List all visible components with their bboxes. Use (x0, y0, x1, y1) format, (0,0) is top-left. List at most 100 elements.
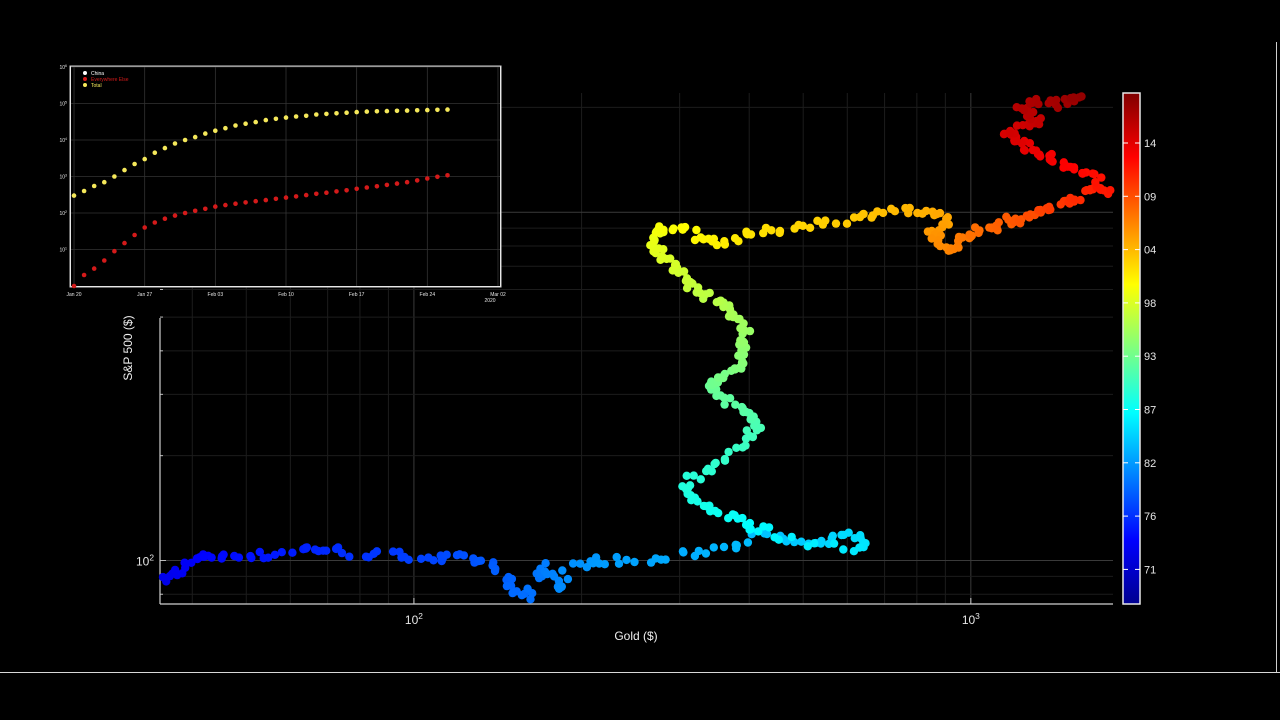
inset-data-point (435, 107, 440, 113)
inset-data-point (192, 208, 198, 214)
data-point (828, 531, 837, 540)
inset-data-point (293, 114, 299, 119)
inset-data-point (303, 192, 309, 198)
data-point (589, 559, 598, 568)
inset-data-point (394, 108, 400, 114)
data-point (1025, 110, 1034, 120)
inset-data-point (303, 113, 309, 119)
inset-data-point (81, 272, 87, 278)
data-point (743, 538, 753, 547)
data-point (842, 219, 852, 228)
colorbar-label: 76 (1144, 511, 1156, 523)
inset-data-point (314, 112, 319, 117)
inset-data-point (122, 240, 127, 246)
data-point (805, 223, 815, 232)
data-point (742, 426, 751, 435)
data-point (1069, 93, 1078, 102)
data-point (541, 559, 550, 568)
data-point (452, 551, 462, 560)
data-point (732, 443, 741, 452)
colorbar: 14 09 04 98 93 87 82 76 71 (1122, 92, 1156, 605)
inset-data-point (91, 266, 97, 271)
inset-data-point (324, 190, 329, 195)
colorbar-label: 93 (1144, 351, 1156, 363)
inset-data-point (324, 111, 329, 117)
data-point (1077, 92, 1086, 101)
colorbar-label: 04 (1144, 245, 1156, 257)
data-point (701, 549, 711, 558)
data-point (1036, 205, 1045, 215)
data-point (712, 391, 721, 401)
inset-data-point (414, 178, 420, 183)
data-point (767, 226, 776, 235)
inset-data-point (112, 248, 117, 254)
data-point (331, 544, 341, 554)
inset-x-year-label: 2020 (484, 298, 495, 304)
colorbar-label: 82 (1144, 458, 1156, 470)
data-point (720, 237, 729, 246)
inset-x-tick-label: Feb 03 (208, 292, 224, 298)
inset-data-point (182, 210, 188, 216)
inset-data-point (314, 191, 319, 197)
inset-data-point (384, 182, 390, 188)
data-point (657, 252, 667, 261)
inset-data-point (142, 156, 147, 162)
inset-data-point (243, 121, 248, 126)
inset-data-point (142, 225, 147, 230)
data-point (731, 400, 740, 409)
data-point (756, 423, 766, 433)
data-point (668, 225, 677, 235)
inset-data-point (334, 189, 339, 194)
data-point (736, 336, 745, 345)
inset-data-point (112, 174, 117, 179)
data-point (322, 546, 331, 555)
data-point (1022, 211, 1031, 220)
colorbar-label: 71 (1144, 564, 1156, 576)
inset-data-point (213, 204, 218, 209)
data-point (158, 572, 168, 582)
inset-data-point (293, 194, 299, 199)
data-point (890, 207, 900, 216)
data-point (217, 554, 226, 563)
data-point (1017, 104, 1026, 113)
data-point (1091, 177, 1100, 187)
inset-data-point (374, 184, 380, 189)
inset-data-point (203, 131, 208, 136)
data-point (459, 551, 469, 560)
inset-data-point (213, 128, 218, 133)
data-point (1078, 168, 1087, 178)
inset-data-point (81, 188, 87, 194)
data-point (719, 373, 728, 383)
data-point (1066, 162, 1075, 172)
inset-data-point (263, 117, 269, 123)
data-point (622, 555, 631, 565)
inset-data-point (253, 119, 258, 125)
data-point (831, 219, 841, 228)
inset-data-point (223, 125, 228, 131)
data-point (719, 542, 729, 552)
data-point (1053, 103, 1063, 113)
inset-data-point (192, 134, 198, 140)
data-point (404, 555, 413, 564)
x-tick-label: 103 (962, 611, 980, 627)
data-point (508, 588, 517, 598)
y-axis-title: S&P 500 ($) (121, 315, 135, 380)
inset-legend-marker (83, 83, 87, 87)
inset-data-point (273, 116, 279, 122)
inset-data-point (344, 188, 349, 193)
data-point (994, 218, 1003, 227)
data-point (682, 471, 691, 480)
inset-data-point (354, 186, 360, 192)
inset-data-point (162, 145, 168, 151)
data-point (661, 555, 670, 564)
data-point (904, 209, 913, 218)
data-point (692, 225, 701, 235)
data-point (696, 475, 705, 484)
data-point (1052, 95, 1061, 105)
main-tick-labels: 102 103 102 (136, 553, 980, 627)
data-point (719, 393, 729, 402)
data-point (762, 529, 772, 539)
colorbar-labels: 14 09 04 98 93 87 82 76 71 (1123, 138, 1156, 576)
inset-y-tick-label: 104 (59, 137, 67, 144)
